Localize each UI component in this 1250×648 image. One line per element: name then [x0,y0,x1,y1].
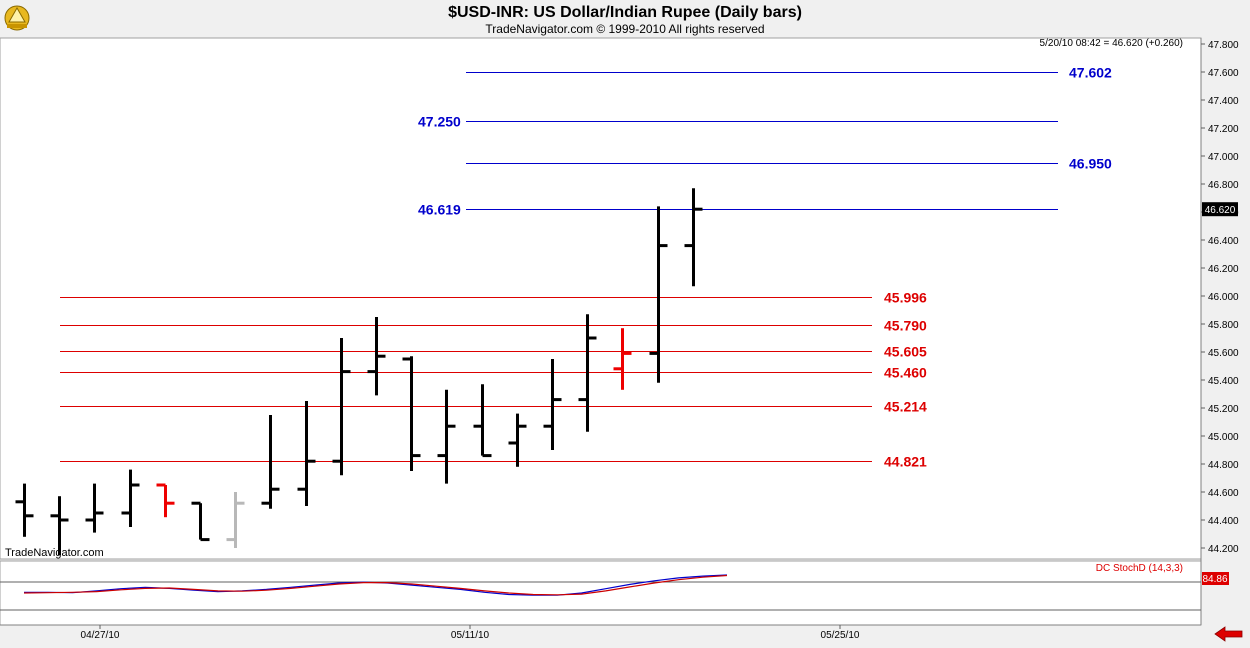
ohlc-bar [121,469,140,527]
ohlc-bar [367,317,386,396]
level-label: 46.619 [418,202,461,218]
ohlc-bar [15,483,34,537]
ohlc-bar [578,314,597,432]
ohlc-bar [402,356,421,471]
y-tick-label: 47.400 [1208,96,1239,107]
x-tick-label: 04/27/10 [81,630,120,641]
stoch-lines [23,574,728,596]
y-tick-label: 45.000 [1208,432,1239,443]
y-tick-label: 45.800 [1208,320,1239,331]
ohlc-bar [543,359,562,450]
chart-subtitle: TradeNavigator.com © 1999-2010 All right… [485,22,764,36]
y-tick-label: 44.400 [1208,516,1239,527]
y-tick-label: 46.400 [1208,236,1239,247]
trade-navigator-logo-icon [4,5,30,31]
stoch-title: DC StochD (14,3,3) [1096,563,1183,574]
y-tick-label: 46.200 [1208,264,1239,275]
ohlc-bars [15,188,703,555]
ohlc-bar [613,328,632,390]
level-label: 45.605 [884,344,927,360]
ohlc-bar [191,501,210,542]
ohlc-bar [649,206,668,383]
y-tick-label: 47.000 [1208,152,1239,163]
level-label: 45.790 [884,318,927,334]
scroll-left-arrow-icon[interactable] [1212,626,1248,642]
y-tick-label: 47.600 [1208,68,1239,79]
x-tick-label: 05/25/10 [821,630,860,641]
level-label: 46.950 [1069,156,1112,172]
ohlc-bar [684,188,703,287]
y-axis-ticks: 47.800 47.600 47.400 47.200 47.000 46.800 46.6… [1201,40,1239,555]
stoch-value-tag: 84.86 [1202,572,1229,585]
ohlc-bar [508,413,527,467]
level-label: 45.460 [884,365,927,381]
stoch-value-label: 84.86 [1202,574,1227,585]
ohlc-bar [473,384,492,458]
ohlc-bar [332,338,351,476]
level-label: 47.602 [1069,65,1112,81]
stoch-series-line [23,574,728,596]
ohlc-bar [437,389,456,484]
level-label: 45.996 [884,290,927,306]
chart-title: $USD-INR: US Dollar/Indian Rupee (Daily … [448,4,802,21]
level-label: 45.214 [884,399,927,415]
x-tick-label: 05/11/10 [451,630,490,641]
y-tick-label: 46.000 [1208,292,1239,303]
y-tick-label: 44.800 [1208,460,1239,471]
level-label: 47.250 [418,114,461,130]
price-panel [0,37,1202,560]
y-tick-label: 45.600 [1208,348,1239,359]
y-tick-label: 45.200 [1208,404,1239,415]
ohlc-bar [261,415,280,509]
ohlc-bar [85,483,104,533]
last-price-tag: 46.620 [1202,202,1238,217]
ohlc-bar [50,496,69,555]
y-axis-strip [1201,38,1250,625]
level-label: 44.821 [884,454,927,470]
x-axis-ticks: 04/27/10 05/11/10 05/25/10 [81,625,860,641]
y-tick-label: 47.800 [1208,40,1239,51]
y-tick-label: 45.400 [1208,376,1239,387]
y-tick-label: 44.200 [1208,544,1239,555]
ohlc-bar [297,401,316,506]
watermark: TradeNavigator.com [5,547,104,559]
last-price-label: 46.620 [1205,205,1236,216]
ohlc-bar [226,492,245,548]
y-tick-label: 46.800 [1208,180,1239,191]
level-lines: 47.602 47.250 46.950 46.619 45.996 45.790 45.6… [60,65,1112,470]
ohlc-bar [156,483,175,518]
quote-readout: 5/20/10 08:42 = 46.620 (+0.260) [1040,38,1183,49]
y-tick-label: 47.200 [1208,124,1239,135]
stoch-panel [0,560,1202,626]
y-tick-label: 44.600 [1208,488,1239,499]
